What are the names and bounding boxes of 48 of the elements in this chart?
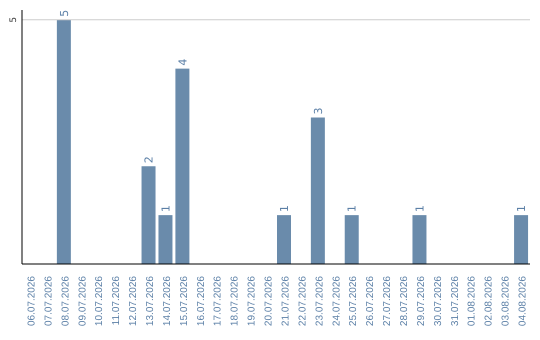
x-tick-label: 20.07.2026 [264,276,275,326]
x-tick-label: 13.07.2026 [145,276,156,326]
x-tick-label: 30.07.2026 [432,276,444,326]
x-tick-label: 16.07.2026 [196,276,207,326]
x-tick-label: 02.08.2026 [484,276,495,326]
bar [277,215,291,264]
x-tick-label: 26.07.2026 [365,276,376,326]
data-label: 2 [142,156,156,164]
bar [175,68,190,264]
bar [158,215,172,264]
bar [344,215,359,264]
data-label: 1 [159,205,172,212]
x-tick-label: 29.07.2026 [416,276,427,326]
bar [412,215,426,264]
x-tick-label: 28.07.2026 [399,276,410,326]
x-tick-label: 03.08.2026 [500,276,512,326]
data-label: 3 [312,107,325,114]
data-label: 1 [278,205,291,212]
data-label: 1 [346,205,359,212]
bar [310,117,325,264]
x-tick-label: 11.07.2026 [111,276,122,326]
x-tick-label: 09.07.2026 [77,276,88,326]
data-label: 1 [413,205,426,212]
x-tick-label: 27.07.2026 [382,276,394,326]
x-tick-label: 24.07.2026 [331,276,342,326]
data-label: 5 [58,10,71,17]
x-tick-label: 23.07.2026 [314,276,326,326]
bar [56,20,71,264]
x-tick-label: 14.07.2026 [162,276,173,326]
x-tick-label: 21.07.2026 [280,276,292,326]
x-tick-label: 07.07.2026 [43,276,54,326]
x-tick-label: 08.07.2026 [60,276,72,326]
x-tick-label: 31.07.2026 [450,276,461,326]
x-tick-label: 22.07.2026 [297,276,308,326]
x-tick-label: 15.07.2026 [178,276,190,326]
x-tick-label: 01.08.2026 [466,276,478,326]
x-tick-label: 12.07.2026 [128,276,140,326]
x-tick-label: 10.07.2026 [94,276,106,326]
x-tick-label: 04.08.2026 [518,276,529,326]
x-tick-label: 06.07.2026 [26,276,38,326]
bar [142,166,156,264]
data-label: 4 [176,58,190,66]
bar [514,215,528,264]
data-label: 1 [515,205,528,212]
x-tick-label: 18.07.2026 [230,276,241,326]
x-tick-label: 17.07.2026 [212,276,224,326]
x-tick-label: 25.07.2026 [348,276,360,326]
x-tick-label: 19.07.2026 [246,276,258,326]
